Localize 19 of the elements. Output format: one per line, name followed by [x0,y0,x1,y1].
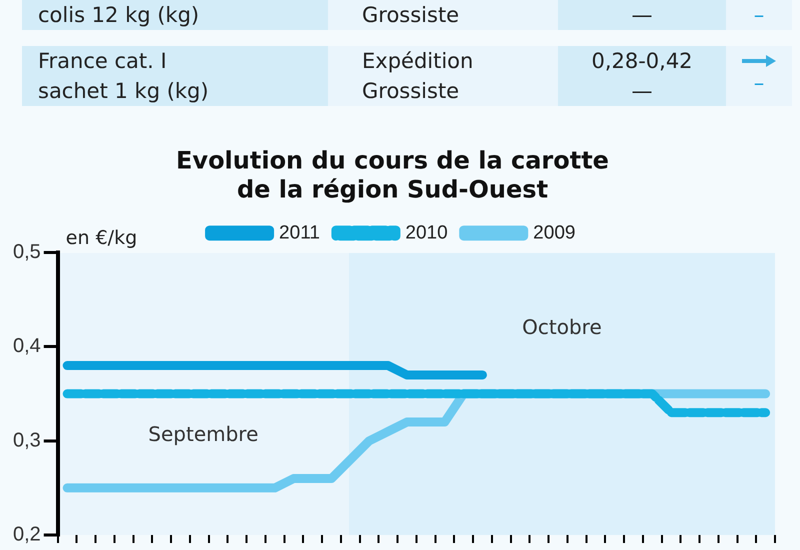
text: 0,28-0,42 — [558,46,726,106]
text: – [726,0,792,30]
text: – [726,46,792,106]
text: Expédition Grossiste [328,46,558,106]
annotation: Octobre [522,314,602,339]
text: — [558,0,726,30]
y-axis-title: en €/kg [66,227,138,250]
annotation: Septembre [148,422,258,446]
y-tick-label: 0,3 [12,429,41,452]
y-tick-label: 0,5 [12,241,41,264]
legend-label: 2009 [533,222,576,244]
text: Grossiste [328,0,558,30]
y-tick-label: 0,2 [12,524,41,546]
chart-title: Evolution du cours de la carotte de la région Sud-Ouest [176,146,609,204]
legend-label: 2010 [405,222,448,244]
legend-label: 2011 [279,222,320,244]
y-tick-label: 0,4 [12,335,41,358]
text: colis 12 kg (kg) [22,0,328,30]
text: France cat. I sachet 1 kg (kg) [22,46,328,106]
